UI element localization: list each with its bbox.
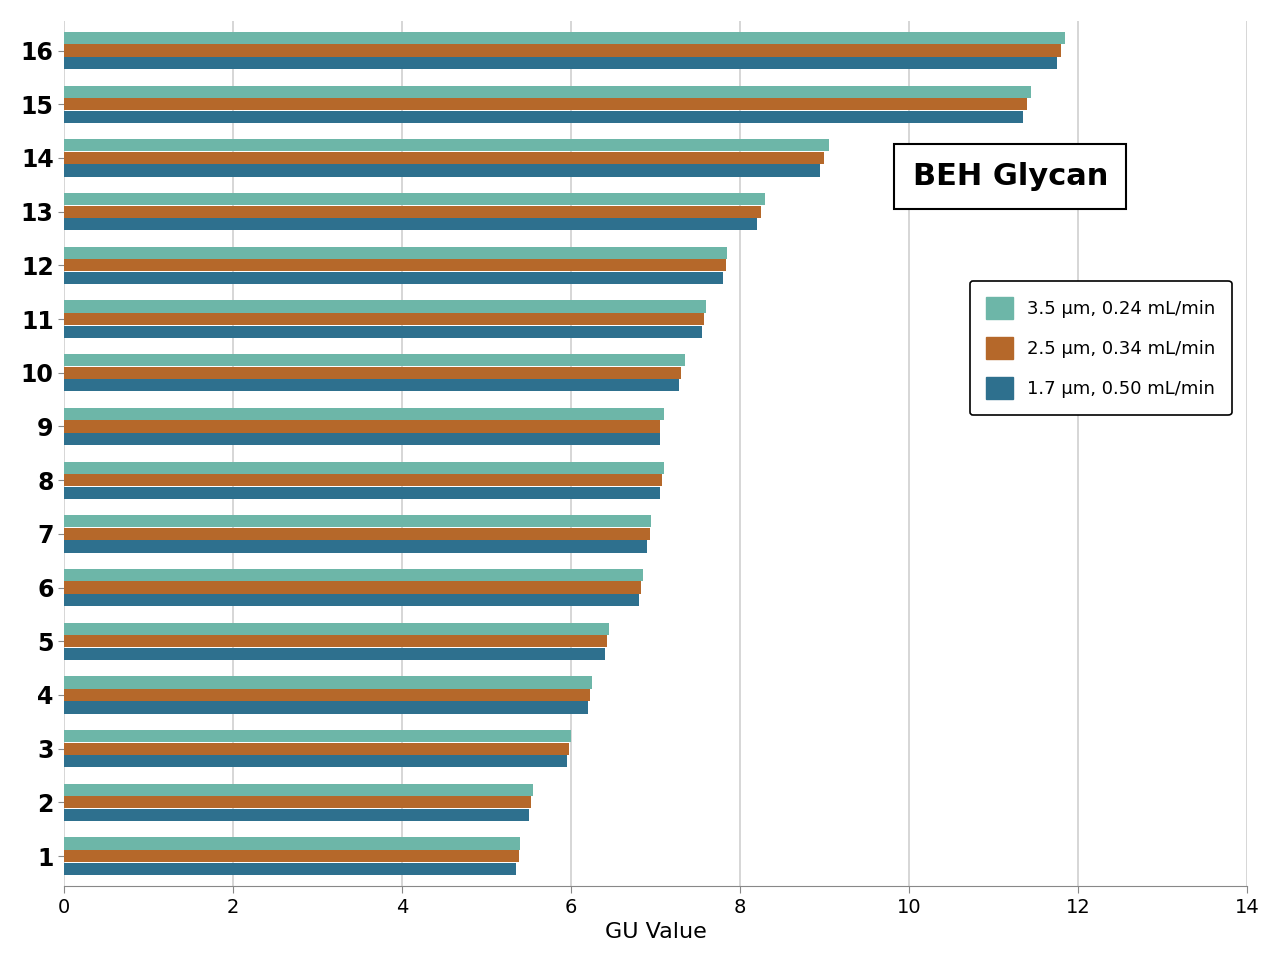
Bar [64, 636, 607, 647]
Bar [64, 701, 588, 714]
Bar [64, 540, 646, 553]
Bar [64, 676, 593, 689]
Bar [64, 165, 820, 176]
Bar [64, 247, 727, 259]
Bar [64, 582, 641, 593]
Bar [64, 486, 659, 499]
Bar [64, 648, 604, 660]
Bar [64, 354, 685, 366]
Bar [64, 809, 529, 821]
Bar [64, 152, 824, 164]
Text: BEH Glycan: BEH Glycan [913, 162, 1108, 191]
Bar [64, 796, 531, 809]
Bar [64, 219, 756, 230]
Bar [64, 111, 1023, 123]
Bar [64, 461, 664, 474]
Bar [64, 259, 726, 272]
Bar [64, 140, 828, 151]
Bar [64, 755, 567, 768]
Bar [64, 838, 520, 849]
Bar [64, 421, 659, 432]
Bar [64, 689, 590, 701]
Legend: 3.5 μm, 0.24 mL/min, 2.5 μm, 0.34 mL/min, 1.7 μm, 0.50 mL/min: 3.5 μm, 0.24 mL/min, 2.5 μm, 0.34 mL/min… [969, 280, 1231, 415]
Bar [64, 742, 570, 755]
Bar [64, 379, 680, 391]
Bar [64, 433, 659, 445]
Bar [64, 44, 1061, 57]
Bar [64, 32, 1065, 44]
Bar [64, 569, 643, 581]
Bar [64, 57, 1057, 69]
Bar [64, 272, 723, 284]
Bar [64, 313, 704, 325]
Bar [64, 367, 681, 378]
Bar [64, 474, 662, 486]
Bar [64, 863, 516, 874]
Bar [64, 407, 664, 420]
Bar [64, 300, 707, 313]
Bar [64, 205, 762, 218]
Bar [64, 850, 518, 862]
X-axis label: GU Value: GU Value [604, 923, 707, 942]
Bar [64, 784, 532, 796]
Bar [64, 515, 652, 528]
Bar [64, 730, 571, 742]
Bar [64, 98, 1027, 111]
Bar [64, 325, 701, 338]
Bar [64, 86, 1032, 98]
Bar [64, 193, 765, 205]
Bar [64, 623, 609, 635]
Bar [64, 594, 639, 607]
Bar [64, 528, 649, 540]
